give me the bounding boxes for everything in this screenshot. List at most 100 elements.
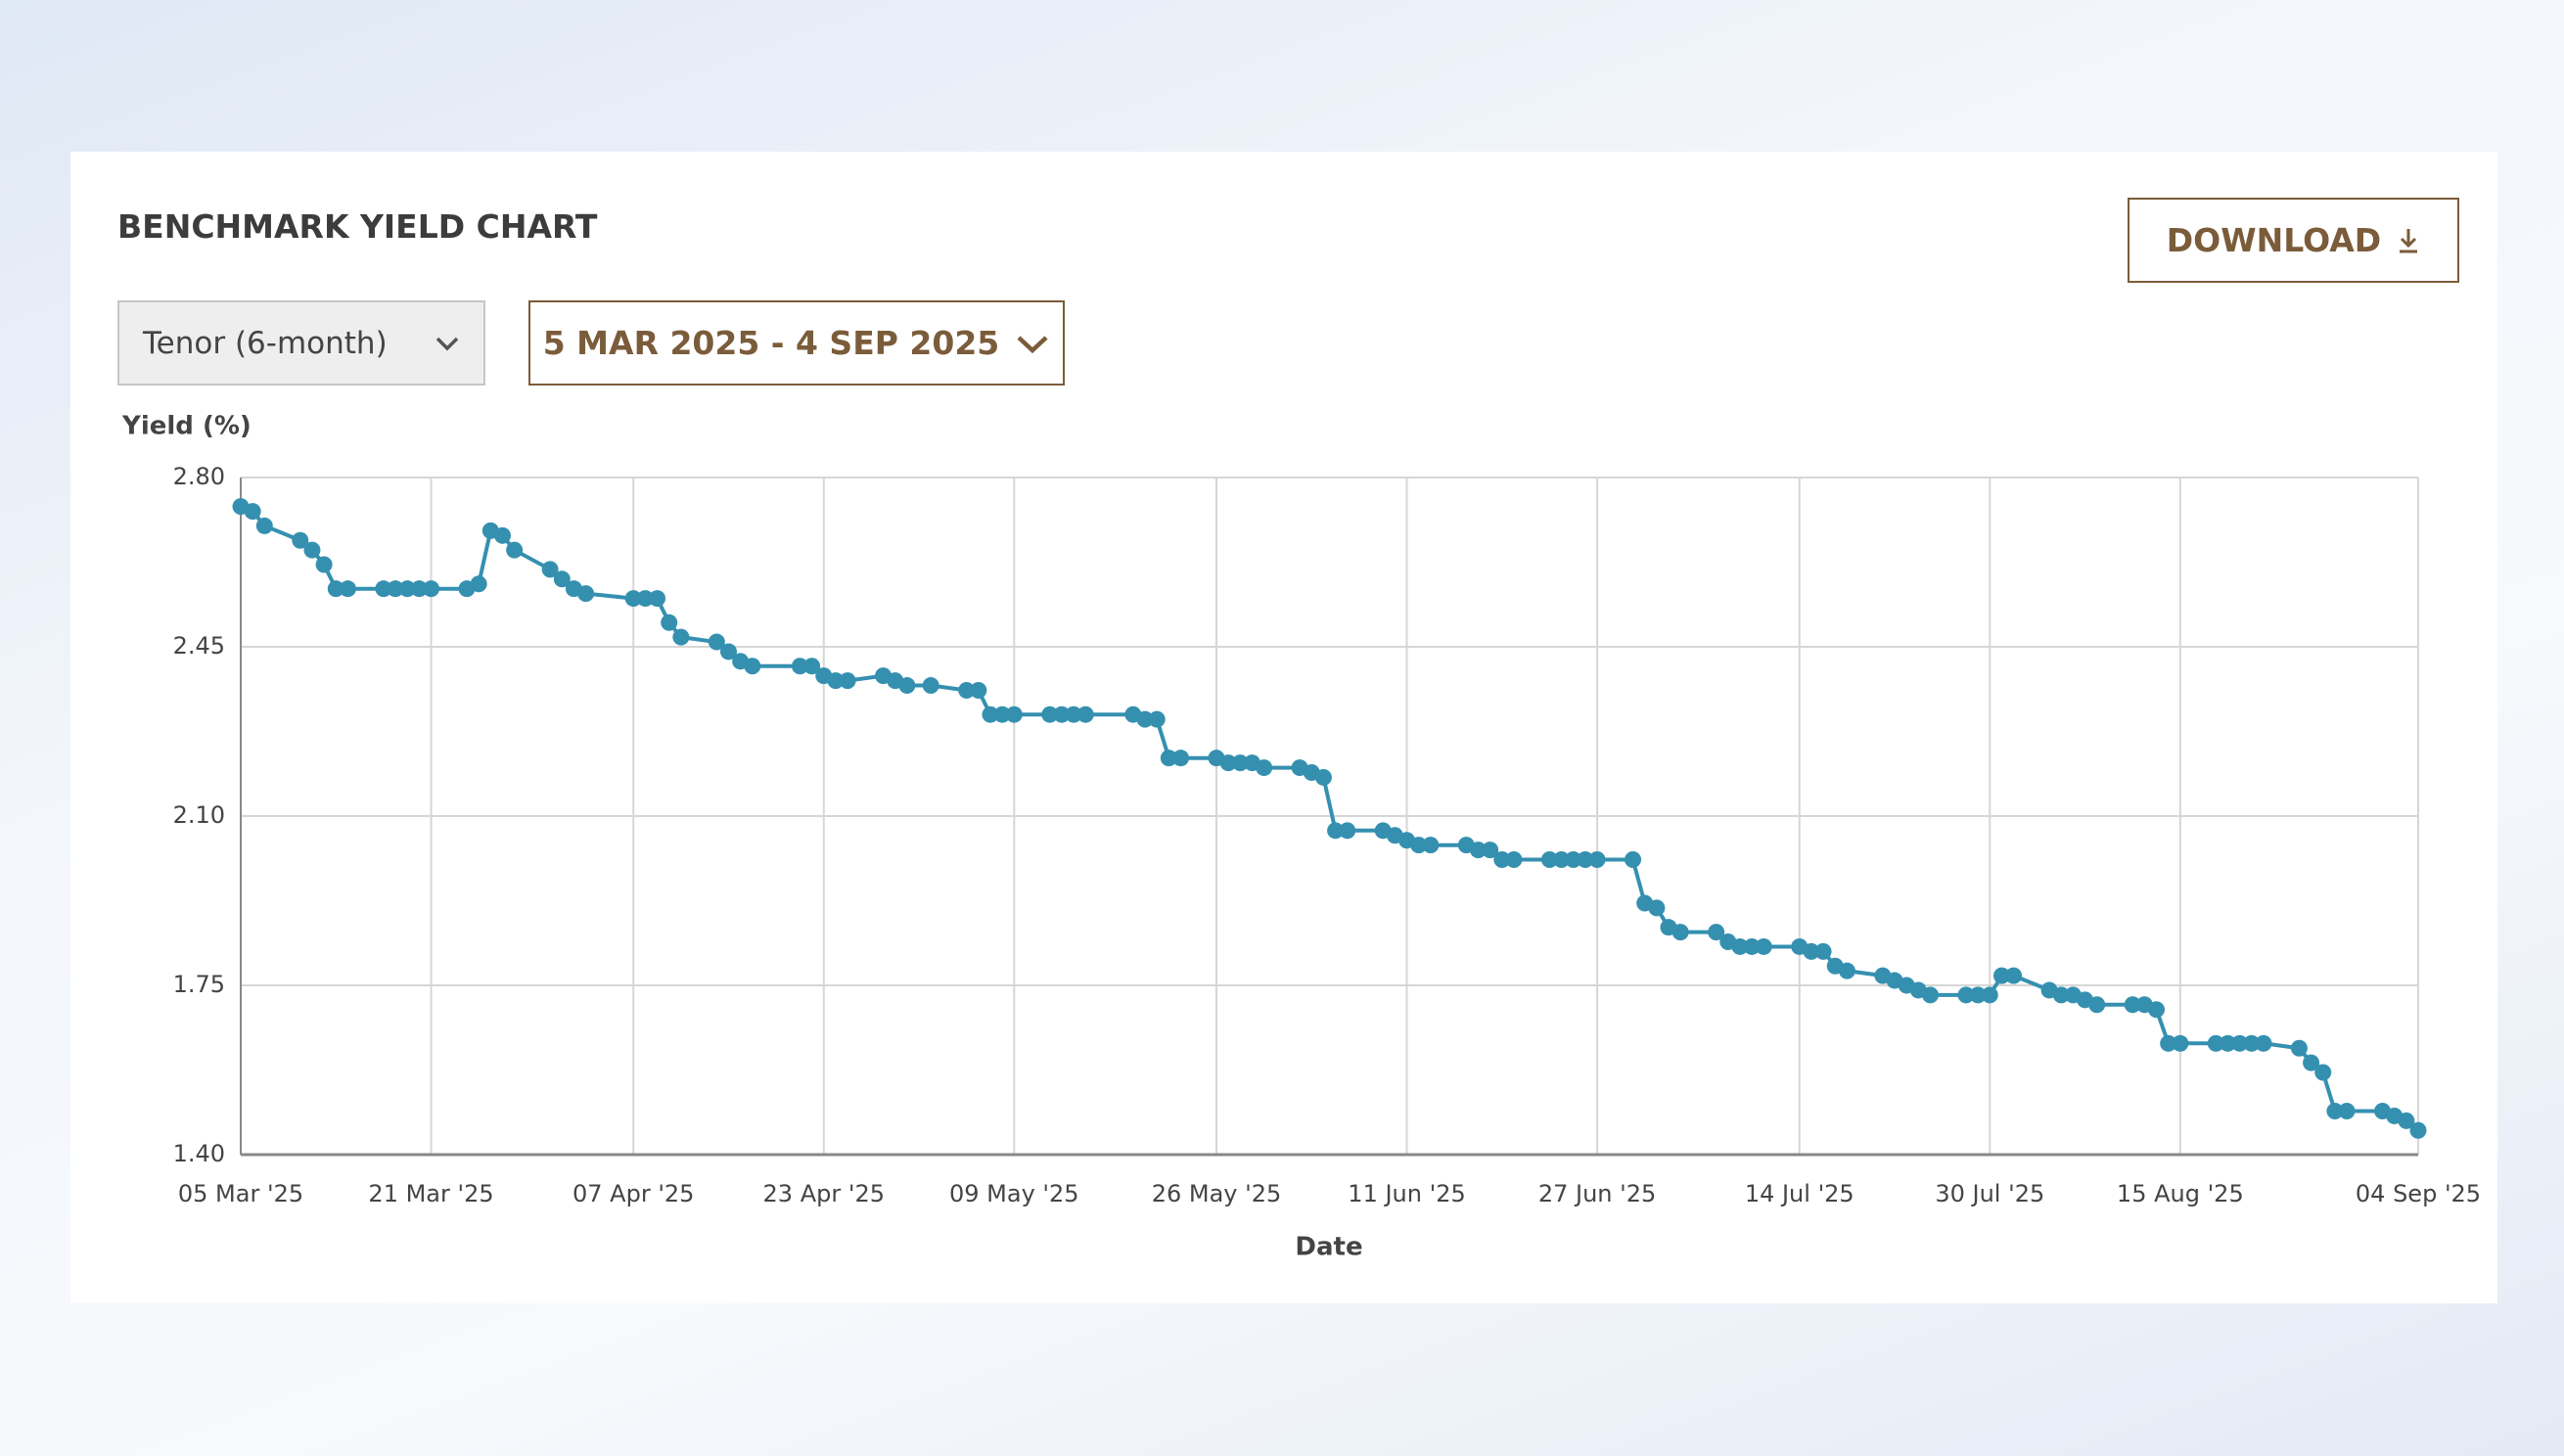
data-line [240,504,2420,1132]
x-tick-label: 27 Jun '25 [1538,1180,1656,1207]
data-point [982,705,999,723]
data-point [327,580,344,598]
data-point [970,681,987,699]
x-tick-label: 23 Apr '25 [763,1180,885,1207]
data-point [1231,754,1249,772]
data-point [2172,1034,2189,1052]
data-point [958,681,976,699]
data-point [1219,754,1237,772]
data-point [506,541,524,559]
x-tick-label: 26 May '25 [1152,1180,1282,1207]
data-point [2398,1112,2415,1129]
data-point [2124,996,2141,1014]
download-button[interactable]: DOWNLOAD [2128,198,2459,283]
x-tick-label: 21 Mar '25 [368,1180,493,1207]
data-point [719,643,737,660]
chevron-icon [1017,335,1048,353]
data-point [1553,850,1571,868]
x-tick-label: 30 Jul '25 [1935,1180,2044,1207]
data-point [315,556,333,573]
data-point [387,580,404,598]
y-tick-label: 2.80 [173,463,225,490]
data-point [1814,942,1832,960]
data-point [1005,705,1023,723]
data-point [2148,1001,2166,1019]
data-point [1743,937,1761,955]
data-point [1314,768,1332,786]
data-point [410,580,428,598]
data-point [2338,1103,2356,1120]
data-point [2088,996,2106,1014]
data-point [1505,850,1523,868]
data-point [339,580,356,598]
x-tick-label: 05 Mar '25 [178,1180,303,1207]
data-point [2290,1039,2308,1057]
data-point [744,658,761,675]
chevron-icon [435,337,459,350]
y-tick-label: 2.45 [173,632,225,660]
data-point [1969,986,1987,1004]
data-point [1339,822,1356,840]
data-point [1053,705,1071,723]
data-point [2409,1121,2427,1139]
data-point [553,570,571,588]
data-point [2160,1034,2177,1052]
data-point [303,541,321,559]
data-point [1422,837,1440,854]
data-point [1482,842,1499,859]
date-range-button[interactable]: 5 MAR 2025 - 4 SEP 2025 [528,300,1065,386]
x-tick-label: 14 Jul '25 [1745,1180,1854,1207]
data-point [649,590,666,608]
x-tick-label: 11 Jun '25 [1348,1180,1465,1207]
data-point [803,658,821,675]
data-point [636,590,654,608]
y-axis-label: Yield (%) [121,412,252,441]
data-point [2303,1054,2320,1071]
data-point [541,561,559,578]
x-axis-label: Date [1295,1233,1362,1262]
data-point [2314,1064,2332,1081]
data-point [1256,759,1273,777]
data-point [839,672,856,690]
data-point [624,590,642,608]
data-point [1327,822,1345,840]
data-point [708,633,725,651]
download-icon [2400,228,2418,252]
data-point [1076,705,1094,723]
data-point [1493,850,1511,868]
data-point [470,575,487,593]
tenor-select[interactable]: Tenor (6-month) [117,300,485,386]
data-point [2207,1034,2224,1052]
data-point [1625,850,1642,868]
y-tick-label: 1.40 [173,1140,225,1167]
x-tick-label: 15 Aug '25 [2117,1180,2244,1207]
data-point [993,705,1011,723]
download-label: DOWNLOAD [2166,221,2382,259]
data-point [1922,986,1940,1004]
data-point [577,585,595,603]
data-point [1803,942,1820,960]
chart-title: BENCHMARK YIELD CHART [117,207,598,246]
data-point [493,526,511,544]
data-point [423,580,440,598]
x-tick-label: 04 Sep '25 [2356,1180,2481,1207]
data-point [2255,1034,2272,1052]
data-point [375,580,392,598]
data-point [922,677,939,695]
data-point [2219,1034,2236,1052]
data-point [1708,924,1725,941]
data-point [672,628,690,646]
data-point [1957,986,1975,1004]
data-point [1160,750,1177,767]
data-point [2243,1034,2261,1052]
data-point [1755,937,1772,955]
data-point [292,531,309,549]
data-point [1065,705,1082,723]
data-point [1981,986,1998,1004]
data-point [661,614,678,631]
data-point [1136,710,1154,728]
x-tick-label: 09 May '25 [949,1180,1079,1207]
date-range-label: 5 MAR 2025 - 4 SEP 2025 [542,324,1000,362]
y-tick-label: 1.75 [173,971,225,998]
